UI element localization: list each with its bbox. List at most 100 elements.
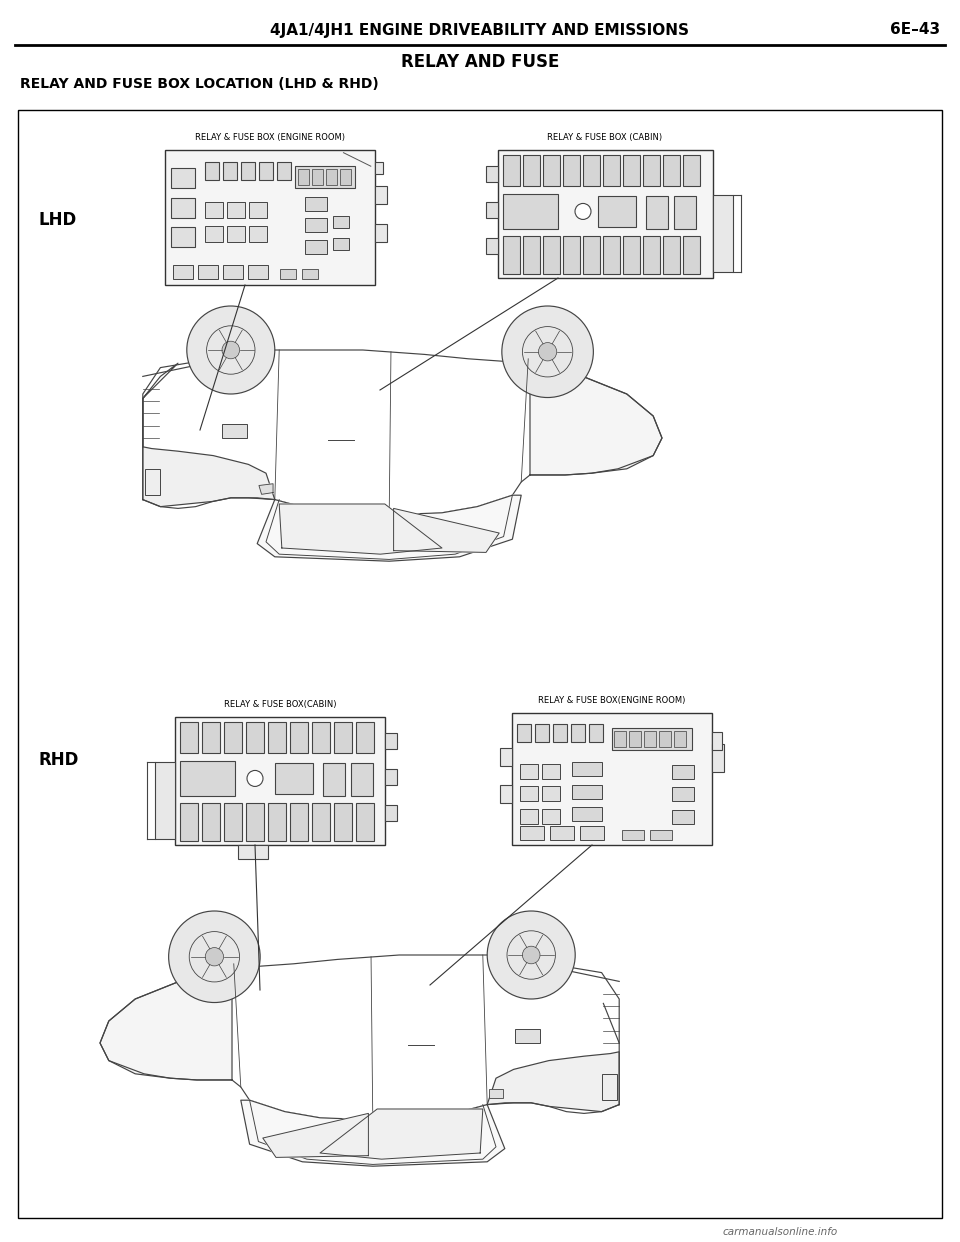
Circle shape: [488, 910, 575, 999]
Bar: [249, 201, 267, 217]
Bar: [622, 830, 644, 840]
Bar: [602, 1074, 617, 1100]
Bar: [623, 155, 640, 186]
Bar: [280, 270, 296, 279]
Text: RELAY & FUSE BOX(ENGINE ROOM): RELAY & FUSE BOX(ENGINE ROOM): [539, 696, 685, 705]
Bar: [333, 238, 349, 250]
Bar: [516, 1028, 540, 1043]
Bar: [520, 826, 544, 840]
Polygon shape: [259, 484, 273, 494]
Bar: [603, 155, 620, 186]
Text: RELAY AND FUSE: RELAY AND FUSE: [401, 53, 559, 71]
Polygon shape: [487, 1052, 619, 1112]
Bar: [277, 161, 291, 180]
Bar: [550, 826, 574, 840]
Bar: [486, 166, 498, 183]
Bar: [340, 169, 351, 185]
Bar: [614, 732, 626, 748]
Text: RELAY & FUSE BOX(CABIN): RELAY & FUSE BOX(CABIN): [224, 700, 336, 709]
Bar: [223, 265, 243, 279]
Bar: [275, 763, 313, 794]
Polygon shape: [530, 363, 662, 474]
Bar: [623, 236, 640, 274]
Text: LHD: LHD: [38, 211, 76, 229]
Bar: [173, 265, 193, 279]
Bar: [603, 236, 620, 274]
Bar: [375, 224, 387, 242]
Bar: [674, 732, 686, 748]
Bar: [646, 196, 668, 230]
Bar: [249, 226, 267, 242]
Bar: [248, 265, 268, 279]
Bar: [503, 236, 520, 274]
Circle shape: [247, 770, 263, 786]
Bar: [198, 265, 218, 279]
Bar: [523, 155, 540, 186]
Bar: [238, 845, 268, 859]
Bar: [312, 802, 330, 841]
Bar: [500, 748, 512, 766]
Text: 4JA1/4JH1 ENGINE DRIVEABILITY AND EMISSIONS: 4JA1/4JH1 ENGINE DRIVEABILITY AND EMISSI…: [271, 22, 689, 37]
Bar: [498, 150, 713, 278]
Text: RHD: RHD: [38, 751, 79, 769]
Bar: [224, 802, 242, 841]
Bar: [583, 155, 600, 186]
Circle shape: [522, 946, 540, 964]
Bar: [385, 733, 397, 749]
Bar: [572, 807, 602, 821]
Bar: [227, 201, 245, 217]
Text: 6E–43: 6E–43: [890, 22, 940, 37]
Bar: [18, 111, 942, 1218]
Text: carmanualsonline.info: carmanualsonline.info: [722, 1227, 838, 1237]
Circle shape: [575, 204, 591, 220]
Bar: [356, 722, 374, 753]
Bar: [512, 713, 712, 845]
Bar: [503, 194, 558, 230]
Polygon shape: [394, 508, 499, 553]
Bar: [672, 787, 694, 801]
Bar: [305, 219, 327, 232]
Bar: [500, 785, 512, 802]
Polygon shape: [143, 350, 662, 515]
Bar: [543, 155, 560, 186]
Bar: [295, 165, 355, 188]
Bar: [180, 760, 235, 796]
Bar: [520, 809, 538, 823]
Bar: [268, 802, 286, 841]
Circle shape: [205, 948, 224, 966]
Bar: [659, 732, 671, 748]
Bar: [520, 764, 538, 779]
Circle shape: [169, 910, 260, 1002]
Bar: [643, 155, 660, 186]
Polygon shape: [320, 1109, 483, 1159]
Bar: [305, 196, 327, 211]
Bar: [563, 236, 580, 274]
Bar: [644, 732, 656, 748]
Bar: [202, 722, 220, 753]
Text: RELAY AND FUSE BOX LOCATION (LHD & RHD): RELAY AND FUSE BOX LOCATION (LHD & RHD): [20, 77, 379, 91]
Bar: [486, 237, 498, 253]
Bar: [683, 155, 700, 186]
Bar: [385, 805, 397, 821]
Bar: [305, 240, 327, 253]
Bar: [205, 201, 223, 217]
Bar: [520, 786, 538, 801]
Text: RELAY & FUSE BOX (ENGINE ROOM): RELAY & FUSE BOX (ENGINE ROOM): [195, 133, 345, 142]
Bar: [572, 763, 602, 776]
Circle shape: [222, 342, 240, 359]
Bar: [202, 802, 220, 841]
Bar: [712, 732, 722, 750]
Bar: [629, 732, 641, 748]
Bar: [180, 722, 198, 753]
Bar: [674, 196, 696, 230]
Bar: [375, 186, 387, 204]
Bar: [663, 155, 680, 186]
Bar: [672, 765, 694, 779]
Bar: [580, 826, 604, 840]
Bar: [145, 468, 160, 496]
Bar: [612, 728, 692, 750]
Bar: [290, 722, 308, 753]
Polygon shape: [279, 504, 442, 554]
Bar: [517, 724, 531, 741]
Circle shape: [539, 343, 557, 361]
